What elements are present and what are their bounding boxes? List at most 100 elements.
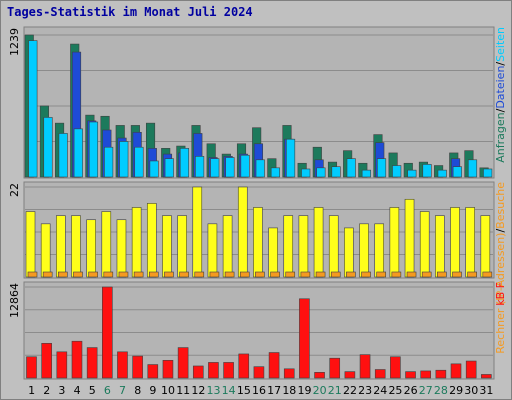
- kbf-bar-day-5: [86, 347, 98, 379]
- seiten-bar-day-13: [210, 158, 220, 178]
- legend-panel2-part-2: Besuche: [494, 182, 507, 229]
- day-label-19: 19: [297, 384, 311, 397]
- seiten-bar-day-10: [164, 158, 174, 178]
- kbf-bar-day-27: [420, 370, 431, 379]
- day-label-22: 22: [343, 384, 357, 397]
- besuche-bar-day-26: [406, 271, 417, 278]
- day-label-9: 9: [149, 384, 156, 397]
- besuche-bar-day-16: [255, 271, 265, 278]
- kbf-bar-day-16: [253, 366, 265, 379]
- seiten-bar-day-19: [301, 168, 311, 178]
- rechner-bar-day-29: [450, 207, 460, 278]
- seiten-bar-day-6: [104, 146, 114, 178]
- kbf-bar-day-4: [71, 340, 83, 379]
- besuche-bar-day-18: [285, 271, 296, 278]
- seiten-bar-day-23: [361, 169, 371, 178]
- day-label-18: 18: [282, 384, 296, 397]
- kbf-bar-day-18: [283, 368, 295, 379]
- besuche-bar-day-7: [118, 271, 129, 278]
- rechner-bar-day-2: [40, 223, 51, 278]
- seiten-bar-day-1: [28, 40, 38, 178]
- kbf-bar-day-19: [299, 298, 310, 379]
- seiten-bar-day-11: [179, 148, 190, 178]
- seiten-bar-day-31: [483, 168, 493, 178]
- day-label-23: 23: [358, 384, 372, 397]
- besuche-bar-day-5: [88, 271, 98, 278]
- day-label-25: 25: [388, 384, 402, 397]
- kbf-bar-day-13: [208, 362, 219, 379]
- rechner-bar-day-9: [146, 203, 157, 278]
- kbf-bar-day-20: [314, 372, 325, 379]
- seiten-bar-day-2: [43, 117, 53, 178]
- rechner-bar-day-5: [86, 219, 96, 278]
- seiten-bar-day-21: [331, 166, 341, 178]
- besuche-bar-day-4: [73, 271, 83, 278]
- day-label-2: 2: [43, 384, 50, 397]
- besuche-bar-day-22: [346, 271, 356, 278]
- day-label-17: 17: [267, 384, 281, 397]
- kbf-bar-day-6: [102, 286, 113, 379]
- rechner-bar-day-19: [298, 215, 309, 278]
- besuche-bar-day-3: [58, 271, 68, 278]
- besuche-bar-day-6: [103, 271, 114, 278]
- besuche-bar-day-27: [421, 271, 432, 278]
- kbf-bar-day-30: [465, 360, 477, 379]
- rechner-bar-day-31: [480, 215, 491, 278]
- besuche-bar-day-14: [224, 271, 235, 278]
- seiten-bar-day-4: [73, 128, 83, 178]
- seiten-bar-day-18: [286, 138, 296, 178]
- rechner-bar-day-28: [435, 215, 445, 278]
- day-label-30: 30: [464, 384, 478, 397]
- panel-1-ymax-label: 1239: [8, 28, 21, 56]
- kbf-bar-day-3: [56, 351, 68, 379]
- seiten-bar-day-9: [149, 160, 159, 178]
- kbf-bar-day-29: [450, 363, 462, 379]
- rechner-bar-day-25: [389, 207, 400, 278]
- legend-panel1-part-4: Seiten: [494, 27, 507, 62]
- legend-panel1-part-1: /: [494, 108, 507, 112]
- rechner-bar-day-15: [237, 186, 248, 278]
- kbf-bar-day-26: [405, 371, 416, 379]
- rechner-bar-day-1: [25, 211, 36, 278]
- besuche-bar-day-29: [452, 271, 462, 278]
- seiten-bar-day-17: [270, 167, 280, 178]
- kbf-bar-day-23: [359, 354, 371, 379]
- day-label-27: 27: [419, 384, 433, 397]
- day-label-15: 15: [237, 384, 251, 397]
- legend-panel1-part-3: /: [494, 62, 507, 66]
- day-label-13: 13: [207, 384, 221, 397]
- day-label-24: 24: [373, 384, 387, 397]
- rechner-bar-day-11: [177, 215, 187, 278]
- legend-panel2-part-0: Rechner (IP-Adressen): [494, 233, 507, 354]
- besuche-bar-day-23: [361, 271, 371, 278]
- day-label-1: 1: [28, 384, 35, 397]
- besuche-bar-day-8: [133, 271, 144, 278]
- day-label-3: 3: [58, 384, 65, 397]
- day-label-16: 16: [252, 384, 266, 397]
- rechner-bar-day-8: [131, 207, 142, 278]
- rechner-bar-day-22: [344, 227, 354, 278]
- kbf-bar-day-1: [26, 356, 37, 379]
- besuche-bar-day-24: [376, 271, 387, 278]
- besuche-bar-day-30: [467, 271, 477, 278]
- kbf-bar-day-11: [177, 347, 189, 379]
- rechner-bar-day-30: [465, 207, 475, 278]
- day-label-6: 6: [104, 384, 111, 397]
- rechner-bar-day-6: [101, 211, 112, 278]
- kbf-bar-day-14: [223, 362, 234, 379]
- besuche-bar-day-17: [270, 271, 280, 278]
- panel-1-legend: Anfragen/Dateien/Seiten: [494, 27, 507, 163]
- besuche-bar-day-1: [27, 271, 38, 278]
- panel-2-ymax-label: 22: [8, 183, 21, 197]
- day-label-20: 20: [313, 384, 327, 397]
- kbf-bar-day-24: [374, 369, 386, 379]
- rechner-bar-day-21: [328, 215, 339, 278]
- seiten-bar-day-8: [134, 146, 144, 178]
- rechner-bar-day-10: [162, 215, 172, 278]
- rechner-bar-day-16: [253, 207, 263, 278]
- kbf-bar-day-31: [481, 374, 492, 379]
- kbf-bar-day-10: [162, 360, 174, 379]
- rechner-bar-day-4: [71, 215, 81, 278]
- rechner-bar-day-7: [116, 219, 127, 278]
- seiten-bar-day-15: [240, 154, 250, 178]
